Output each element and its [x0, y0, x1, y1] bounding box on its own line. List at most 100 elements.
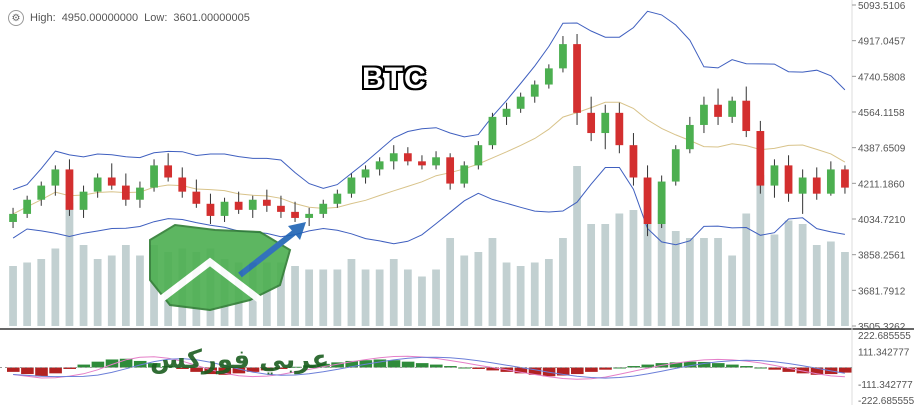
candle [812, 167, 821, 200]
price-tick-label: 4740.5808 [858, 72, 906, 83]
volume-bar [559, 238, 567, 326]
volume-bar [418, 276, 426, 326]
candle-body [333, 193, 342, 204]
candle-body [530, 84, 539, 97]
candle-body [93, 177, 102, 192]
indicator-bar [35, 367, 48, 377]
volume-bar [714, 238, 722, 326]
candle [291, 201, 299, 222]
candle [770, 159, 779, 198]
volume-bar [375, 269, 384, 326]
volume-bar [615, 213, 624, 326]
candle [192, 179, 201, 208]
volume-bar [9, 266, 17, 326]
candle [798, 169, 807, 214]
volume-bar [333, 269, 342, 326]
watermark-logo: عربي فوركس [149, 222, 329, 375]
candle-body [615, 112, 624, 146]
candle-body [418, 161, 426, 166]
candle-body [446, 157, 455, 184]
indicator-tick-label: -222.685555 [858, 396, 914, 405]
volume-bar [728, 255, 737, 326]
candle-body [79, 191, 88, 210]
bollinger-bands [12, 10, 846, 246]
candle-body [516, 96, 525, 109]
indicator-bar [556, 367, 570, 376]
volume-bar [488, 238, 497, 326]
gear-icon[interactable]: ⚙ [8, 10, 24, 26]
candle-body [770, 165, 779, 186]
indicator-bar [458, 367, 471, 369]
indicator-bar [740, 366, 753, 368]
volume-bar [403, 269, 412, 326]
candle-body [262, 199, 271, 206]
candle-body [178, 177, 187, 192]
candle-body [150, 165, 158, 188]
candle-body [587, 112, 596, 134]
indicator-bar [585, 367, 598, 372]
indicator-bar [444, 366, 457, 368]
volume-bar [432, 269, 440, 326]
candles [9, 34, 849, 237]
candle [418, 155, 426, 170]
candle [728, 96, 737, 123]
logo-arrowhead-icon [288, 222, 306, 240]
volume-bar [305, 269, 314, 326]
indicator-bar [810, 367, 824, 375]
candle-body [305, 213, 314, 218]
volume-bar [756, 175, 765, 326]
candle [375, 157, 384, 176]
volume-bar [573, 166, 581, 326]
price-tick-label: 5093.5106 [858, 1, 906, 12]
low-label: Low: [144, 12, 168, 24]
candle [136, 181, 144, 208]
candle-body [460, 165, 469, 184]
candle [601, 104, 610, 150]
candle [23, 195, 32, 218]
candle [756, 120, 765, 194]
candle [488, 112, 497, 150]
indicator-bar [528, 367, 542, 375]
price-tick-label: 4917.0457 [858, 37, 906, 48]
indicator-bar [669, 362, 683, 368]
price-tick-label: 3681.7912 [858, 286, 906, 297]
volume-bar [23, 262, 32, 326]
candle-body [544, 68, 553, 85]
indicator-bar [796, 367, 810, 374]
candle [685, 116, 694, 154]
indicator-panel [7, 355, 852, 380]
volume-bar [446, 238, 455, 326]
volume-bar [136, 255, 144, 326]
candle-body [559, 44, 567, 69]
price-tick-label: 4387.6509 [858, 144, 906, 155]
price-tick-label: 4211.1860 [858, 179, 905, 190]
candle [37, 181, 46, 206]
candle [559, 36, 567, 73]
indicator-axis: 222.685555 111.342777 -111.342777 -222.6855… [0, 331, 914, 405]
volume-bar [770, 234, 779, 326]
candle [121, 173, 130, 206]
indicator-bar [21, 367, 34, 375]
indicator-bar [148, 363, 161, 368]
volume-bar [107, 255, 116, 326]
candle-body [573, 44, 581, 113]
indicator-bar [415, 363, 429, 368]
candle [432, 151, 440, 170]
volume-bar [629, 210, 638, 326]
indicator-bar [768, 367, 781, 370]
candle [446, 153, 455, 190]
candle [277, 195, 285, 218]
volume-bar [784, 220, 793, 326]
high-value: 4950.00000000 [61, 12, 139, 24]
candle [305, 207, 314, 227]
volume-bar [812, 245, 821, 326]
indicator-bar [430, 364, 443, 368]
candle [178, 167, 187, 198]
candle [629, 133, 638, 186]
candle-body [601, 112, 610, 134]
moving-average-line [12, 101, 846, 215]
candle-body [700, 104, 708, 125]
indicator-bar [331, 362, 344, 368]
candle [700, 96, 708, 134]
candle [474, 141, 483, 170]
